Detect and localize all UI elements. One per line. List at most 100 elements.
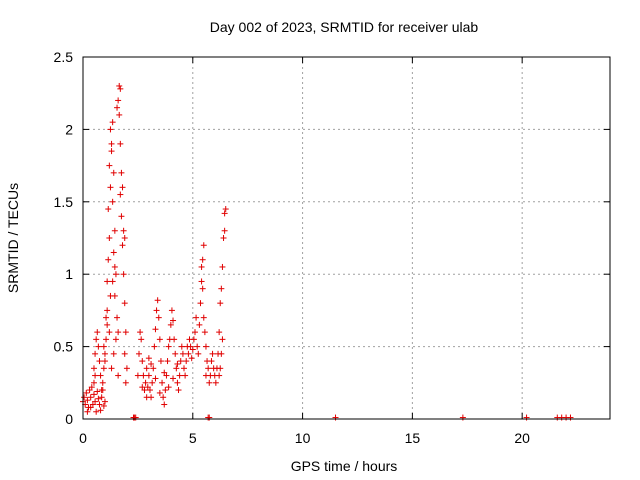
data-point — [123, 365, 130, 372]
data-point — [183, 358, 190, 365]
data-point — [148, 360, 155, 367]
data-point — [101, 358, 108, 365]
data-point — [122, 329, 129, 336]
data-point — [87, 404, 94, 411]
y-tick-label: 1.5 — [54, 194, 74, 210]
plot-frame — [82, 56, 611, 420]
data-point — [108, 365, 115, 372]
data-point — [118, 213, 125, 220]
data-points — [80, 82, 574, 421]
y-tick-label: 0.5 — [54, 339, 74, 355]
data-point — [149, 379, 156, 386]
data-point — [206, 379, 213, 386]
data-point — [104, 307, 111, 314]
data-point — [167, 321, 174, 328]
data-point — [194, 343, 201, 350]
data-point — [122, 379, 129, 386]
data-point — [198, 278, 205, 285]
data-point — [157, 358, 164, 365]
data-point — [179, 350, 186, 357]
data-point — [90, 379, 97, 386]
data-point — [218, 350, 225, 357]
data-point — [143, 365, 150, 372]
data-point — [172, 350, 179, 357]
data-point — [156, 389, 163, 396]
y-tick-label: 0 — [65, 411, 73, 427]
data-point — [104, 321, 111, 328]
data-point — [92, 350, 99, 357]
data-point — [109, 119, 116, 126]
data-point — [145, 355, 152, 362]
data-point — [220, 235, 227, 241]
data-point — [94, 388, 101, 395]
data-point — [116, 111, 123, 118]
x-tick-label: 10 — [295, 430, 311, 446]
data-point — [154, 297, 161, 304]
data-point — [151, 343, 158, 350]
data-point — [171, 336, 178, 343]
data-point — [97, 372, 104, 379]
data-point — [200, 314, 207, 321]
data-point — [185, 350, 192, 357]
data-point — [190, 336, 197, 343]
data-point — [110, 169, 117, 176]
data-point — [115, 372, 122, 379]
data-point — [162, 387, 169, 394]
data-point — [118, 169, 125, 176]
data-point — [168, 307, 175, 314]
data-point — [121, 350, 128, 357]
data-point — [332, 414, 339, 421]
data-point — [189, 346, 196, 353]
data-point — [100, 343, 107, 350]
data-point — [115, 97, 122, 104]
data-point — [101, 398, 108, 405]
data-point — [217, 300, 224, 307]
y-tick-label: 1 — [65, 266, 73, 282]
data-point — [156, 336, 163, 343]
data-point — [111, 227, 118, 234]
data-point — [115, 329, 122, 336]
data-point — [106, 329, 113, 336]
data-point — [108, 140, 115, 147]
data-point — [161, 369, 168, 376]
data-point — [196, 321, 203, 328]
data-point — [142, 379, 149, 386]
data-point — [567, 414, 574, 421]
data-point — [201, 329, 208, 336]
tick-labels: 0 0.5 1 1.5 2 2.5 0 5 10 15 20 — [54, 49, 531, 446]
data-point — [153, 307, 160, 314]
data-point — [205, 365, 212, 372]
data-point — [174, 360, 181, 367]
data-point — [199, 285, 206, 292]
data-point — [152, 326, 159, 333]
chart-title: Day 002 of 2023, SRMTID for receiver ula… — [210, 19, 479, 35]
data-point — [145, 372, 152, 379]
data-point — [160, 394, 167, 401]
data-point — [219, 263, 226, 270]
data-point — [176, 372, 183, 379]
data-point — [90, 365, 97, 372]
data-point — [107, 126, 114, 133]
data-point — [152, 375, 159, 382]
x-tick-label: 0 — [79, 430, 87, 446]
data-point — [110, 350, 117, 357]
data-point — [119, 242, 126, 249]
data-point — [98, 394, 105, 401]
data-point — [165, 343, 172, 350]
data-point — [195, 350, 202, 357]
data-point — [120, 271, 127, 278]
data-point — [181, 365, 188, 372]
data-point — [109, 278, 116, 285]
data-point — [206, 414, 213, 421]
data-point — [99, 379, 106, 386]
x-tick-label: 20 — [514, 430, 530, 446]
data-point — [111, 263, 118, 270]
data-point — [90, 391, 97, 398]
data-point — [100, 365, 107, 372]
data-point — [173, 365, 180, 372]
data-point — [92, 398, 99, 405]
data-point — [164, 358, 171, 365]
data-point — [93, 408, 100, 415]
data-point — [121, 235, 128, 241]
